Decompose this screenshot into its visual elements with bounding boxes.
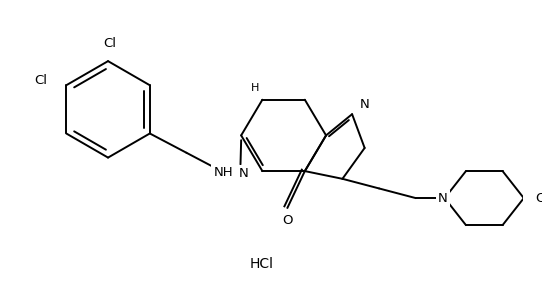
Text: H: H [250, 83, 259, 93]
Text: O: O [282, 214, 293, 227]
Text: N: N [239, 166, 249, 180]
Text: O: O [535, 192, 542, 205]
Text: Cl: Cl [104, 37, 117, 50]
Text: Cl: Cl [34, 74, 47, 87]
Text: HCl: HCl [249, 257, 273, 271]
Text: N: N [360, 98, 370, 111]
Text: N: N [438, 192, 448, 205]
Text: NH: NH [214, 166, 233, 178]
